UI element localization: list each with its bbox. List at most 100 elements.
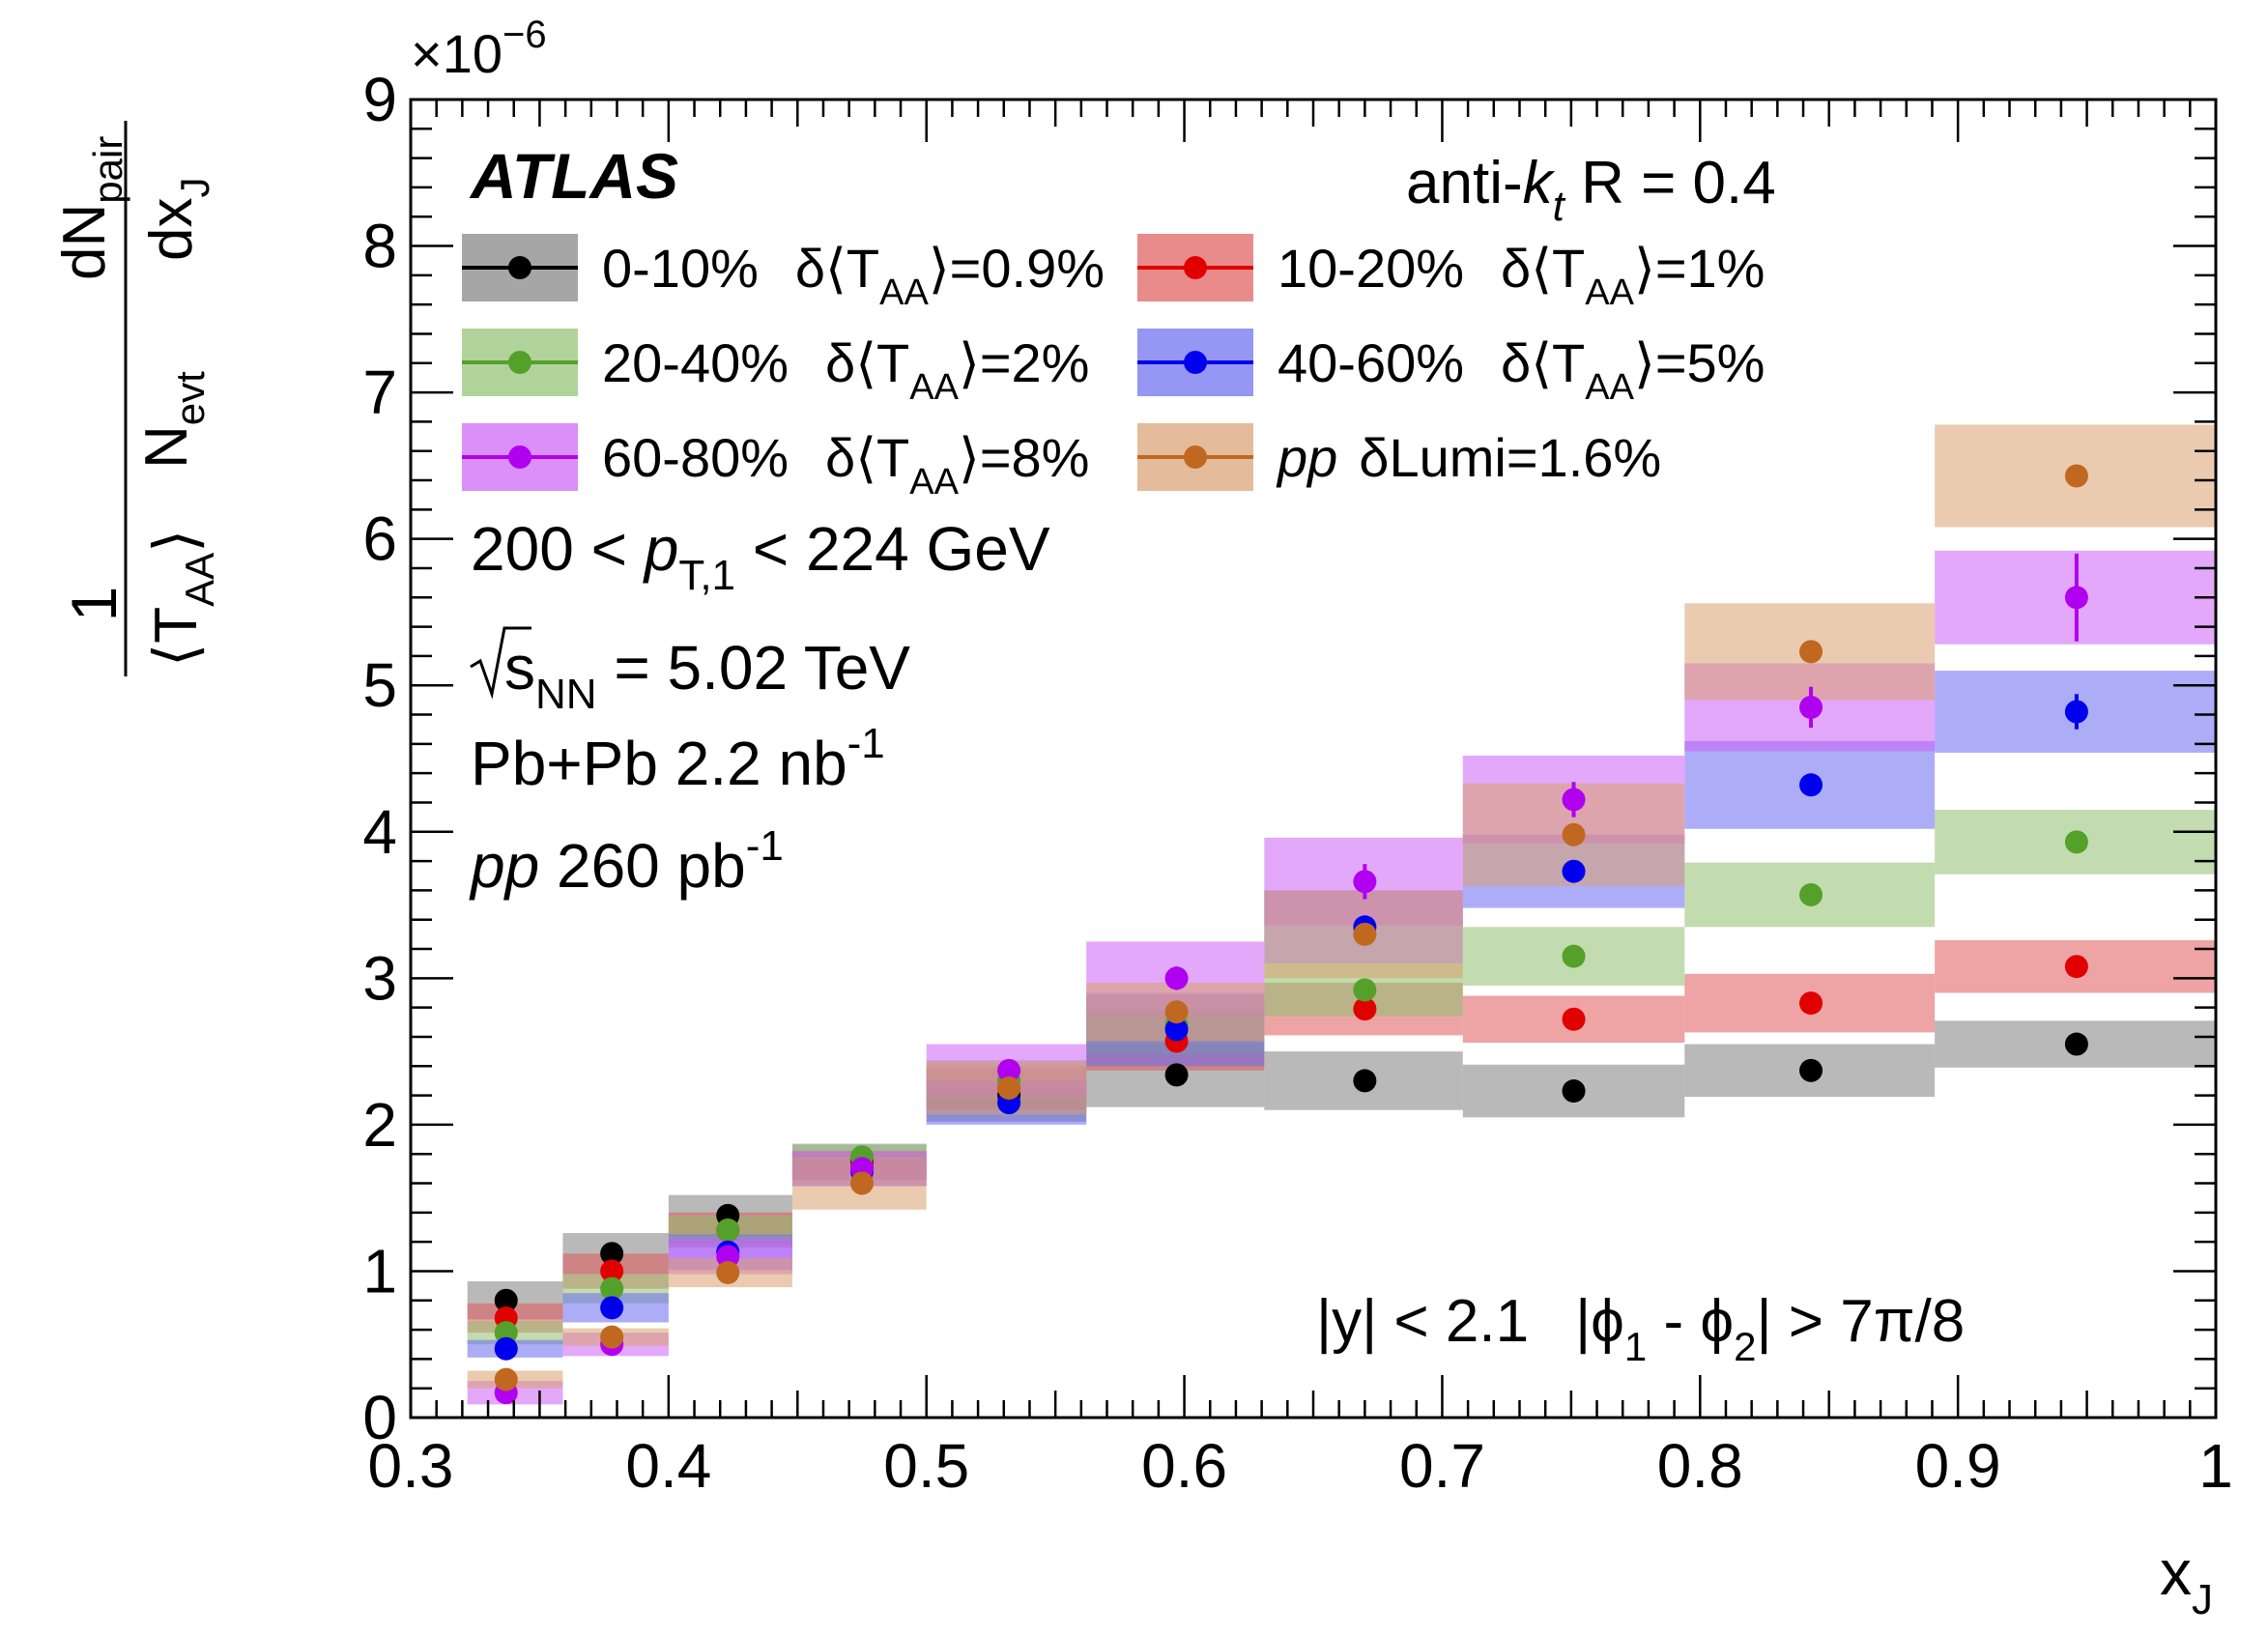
data-point-3-9 — [2064, 700, 2088, 724]
y-title-dnpair: dNpair — [51, 136, 130, 280]
x-tick-label: 0.3 — [368, 1431, 454, 1501]
data-point-5-4 — [997, 1076, 1021, 1100]
data-point-2-7 — [1562, 944, 1586, 968]
legend: 0-10% δ⟨TAA⟩=0.9% 10-20% δ⟨TAA⟩=1%20-40% δ⟨T… — [462, 234, 1765, 502]
data-point-4-2 — [716, 1245, 740, 1269]
legend-marker — [1184, 445, 1207, 469]
x-tick-label: 0.8 — [1657, 1431, 1743, 1501]
legend-uncertainty: δLumi=1.6% — [1359, 427, 1661, 488]
legend-uncertainty-sub: AA — [909, 462, 959, 502]
legend-uncertainty-sub: AA — [879, 272, 929, 313]
y-tick-label: 4 — [362, 797, 397, 867]
data-point-3-8 — [1799, 773, 1823, 797]
axis-ticks: 0.3 0.4 0.5 0.6 0.7 0.8 0.9 1 0 1 2 3 4 5 6 7 8 9 — [362, 65, 2232, 1501]
data-point-0-6 — [1353, 1069, 1377, 1093]
legend-label: 40-60% δ⟨TAA⟩=5% — [1278, 332, 1765, 408]
energy-label: sNN = 5.02 TeV — [470, 626, 910, 718]
data-point-5-5 — [1164, 1000, 1189, 1024]
data-point-4-9 — [2064, 586, 2088, 610]
data-point-4-8 — [1799, 695, 1823, 719]
legend-uncertainty-tail: ⟩=1% — [1634, 238, 1766, 299]
data-point-1-9 — [2064, 955, 2088, 979]
y-tick-label: 5 — [362, 650, 397, 720]
y-multiplier-exponent: −6 — [502, 14, 547, 56]
x-tick-label: 0.5 — [883, 1431, 969, 1501]
x-tick-label: 0.9 — [1915, 1431, 2001, 1501]
legend-uncertainty: δ⟨T — [1501, 332, 1585, 393]
legend-uncertainty-tail: ⟩=8% — [959, 427, 1090, 488]
legend-uncertainty-sub: AA — [909, 367, 959, 408]
legend-uncertainty-tail: ⟩=2% — [959, 332, 1090, 393]
y-tick-label: 9 — [362, 65, 397, 134]
experiment-label: ATLAS — [469, 140, 678, 212]
legend-entry-5: pp δLumi=1.6% — [1137, 423, 1661, 491]
legend-marker — [1184, 256, 1207, 279]
y-tick-label: 1 — [362, 1236, 397, 1305]
data-point-2-0 — [494, 1321, 518, 1345]
data-point-3-1 — [600, 1296, 624, 1320]
x-tick-label: 1 — [2198, 1431, 2233, 1501]
x-tick-label: 0.4 — [625, 1431, 711, 1501]
legend-entry-2: 20-40% δ⟨TAA⟩=2% — [462, 329, 1089, 408]
data-point-1-7 — [1562, 1007, 1586, 1031]
kinematic-cuts-label: |y| < 2.1 |ϕ1 - ϕ2| > 7π/8 — [1316, 1288, 1965, 1369]
y-title-one: 1 — [58, 587, 129, 622]
data-point-5-0 — [494, 1367, 518, 1391]
legend-series-name: pp — [1276, 427, 1337, 488]
legend-series-name: 0-10% — [602, 238, 759, 299]
y-title-taa: ⟨TAA⟩ — [143, 530, 222, 667]
legend-label: pp δLumi=1.6% — [1276, 427, 1661, 488]
y-tick-label: 8 — [362, 212, 397, 281]
data-point-2-1 — [600, 1276, 624, 1301]
data-point-3-7 — [1562, 859, 1586, 883]
data-point-5-8 — [1799, 640, 1823, 664]
legend-series-name: 40-60% — [1278, 332, 1464, 393]
legend-entry-3: 40-60% δ⟨TAA⟩=5% — [1137, 329, 1765, 408]
legend-uncertainty-sub: AA — [1585, 367, 1634, 408]
data-point-0-1 — [600, 1242, 624, 1266]
legend-uncertainty-tail: ⟩=5% — [1634, 332, 1766, 393]
data-point-1-6 — [1353, 997, 1377, 1021]
data-point-0-9 — [2064, 1032, 2088, 1056]
data-point-1-8 — [1799, 991, 1823, 1016]
data-point-5-3 — [850, 1171, 874, 1195]
y-axis-title: 1 ⟨TAA⟩ Nevt dNpair dxJ — [51, 121, 222, 676]
legend-entry-0: 0-10% δ⟨TAA⟩=0.9% — [462, 234, 1105, 313]
legend-uncertainty-sub: AA — [1585, 272, 1634, 313]
data-point-4-5 — [1164, 966, 1189, 990]
data-markers — [494, 464, 2088, 1405]
legend-label: 0-10% δ⟨TAA⟩=0.9% — [602, 238, 1105, 313]
x-tick-label: 0.6 — [1141, 1431, 1227, 1501]
pbpb-lumi-label: Pb+Pb 2.2 nb-1 — [471, 720, 885, 798]
y-multiplier: ×10−6 — [411, 14, 547, 84]
data-point-4-7 — [1562, 788, 1586, 812]
x-tick-label: 0.7 — [1399, 1431, 1485, 1501]
systematic-bands — [467, 424, 2216, 1405]
x-axis-title: xJ — [2160, 1536, 2213, 1623]
jet-algorithm-label: anti-kt R = 0.4 — [1406, 150, 1776, 230]
sqrt-sign — [470, 626, 531, 700]
y-title-dxj: dxJ — [138, 178, 217, 261]
data-point-0-5 — [1164, 1063, 1189, 1087]
data-point-3-5 — [1164, 1018, 1189, 1042]
data-point-5-1 — [600, 1325, 624, 1349]
data-point-4-4 — [997, 1058, 1021, 1082]
data-point-5-6 — [1353, 922, 1377, 946]
legend-series-name: 20-40% — [602, 332, 789, 393]
y-tick-label: 2 — [362, 1090, 397, 1160]
y-tick-label: 0 — [362, 1383, 397, 1452]
legend-marker — [508, 445, 531, 469]
y-title-nevt: Nevt — [133, 371, 213, 469]
legend-marker — [508, 256, 531, 279]
y-tick-label: 7 — [362, 358, 397, 427]
legend-label: 20-40% δ⟨TAA⟩=2% — [602, 332, 1089, 408]
legend-label: 10-20% δ⟨TAA⟩=1% — [1278, 238, 1765, 313]
pp-lumi-label: pp 260 pb-1 — [469, 822, 784, 901]
data-point-2-6 — [1353, 978, 1377, 1002]
legend-uncertainty: δ⟨T — [825, 427, 909, 488]
y-tick-label: 6 — [362, 504, 397, 574]
legend-uncertainty: δ⟨T — [1501, 238, 1585, 299]
legend-uncertainty-tail: ⟩=0.9% — [929, 238, 1105, 299]
data-point-3-0 — [494, 1336, 518, 1361]
